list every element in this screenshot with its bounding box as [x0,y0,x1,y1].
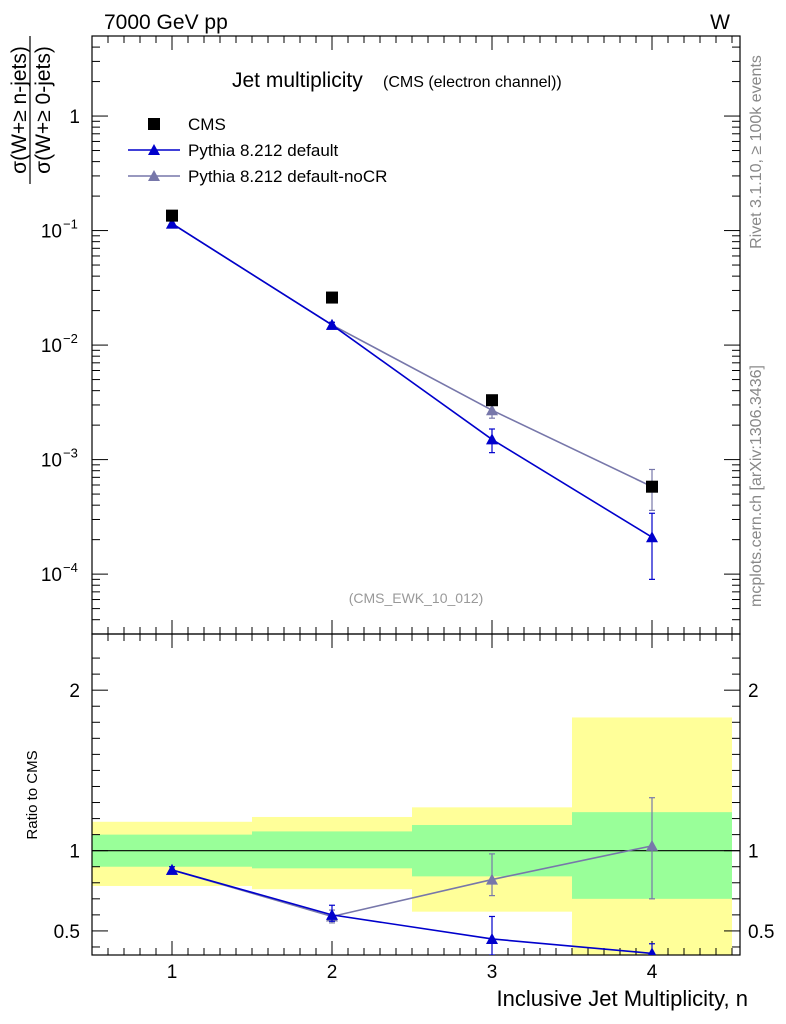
x-tick-label: 3 [487,962,498,983]
y-tick-label: 10 [41,336,62,357]
chart-title: Jet multiplicity [232,69,363,92]
data-point-default [326,318,338,330]
rivet-label: Rivet 3.1.10, ≥ 100k events [748,55,765,249]
ratio-plot-frame [91,633,741,956]
ratio-y-tick-label: 1 [69,842,80,863]
data-point-cms [326,291,338,304]
data-point-default [486,433,498,445]
y-axis-label-numerator: σ(W+≥ n-jets) [8,46,31,174]
y-tick-exponent: −2 [63,331,78,346]
legend-label: Pythia 8.212 default-noCR [188,167,387,186]
y-tick-label: 10 [41,451,62,472]
data-point-default [166,217,178,229]
ratio-point-default [166,863,178,875]
ratio-y-tick-label-right: 1 [748,842,759,863]
legend-label: CMS [188,115,226,134]
data-point-cms [646,480,658,493]
y-tick-label: 10 [41,222,62,243]
data-point-cms [166,209,178,222]
data-point-nocr [486,404,498,416]
legend: CMS Pythia 8.212 default Pythia 8.212 defa… [128,115,387,186]
x-axis-label: Inclusive Jet Multiplicity, n [497,986,748,1011]
y-tick-exponent: −3 [63,446,78,461]
ratio-series-group [166,797,658,955]
x-tick-label: 1 [167,962,178,983]
y-tick-exponent: −1 [63,217,78,232]
y-tick-label: 1 [69,107,80,128]
ratio-point-nocr [646,839,658,851]
analysis-watermark: (CMS_EWK_10_012) [349,590,484,606]
ratio-point-default [326,908,338,920]
x-tick-label: 2 [327,962,338,983]
ratio-y-tick-label: 0.5 [54,922,80,943]
ratio-point-nocr [486,873,498,885]
ratio-y-axis-label: Ratio to CMS [24,750,41,839]
series-line-default [171,222,653,538]
ratio-bands [92,717,740,955]
legend-marker [148,170,160,181]
series-layer [166,209,658,955]
header-process: W [710,11,730,34]
ratio-y-tick-label-right: 2 [748,681,759,702]
legend-marker [148,144,160,155]
y-axis-label-denominator: σ(W+≥ 0-jets) [32,46,55,174]
ratio-point-default [647,947,657,955]
ratio-band-green [252,831,412,869]
data-point-default [646,531,658,543]
ratio-point-default [486,932,498,944]
legend-marker-cms [148,118,160,130]
header-energy: 7000 GeV pp [104,11,228,34]
y-tick-exponent: −4 [63,560,78,575]
ratio-line-default [171,869,653,955]
legend-label: Pythia 8.212 default [188,141,339,160]
mcplots-label: mcplots.cern.ch [arXiv:1306.3436] [748,365,765,607]
series-line-nocr [171,222,653,488]
chart-subtitle: (CMS (electron channel)) [383,74,562,91]
x-tick-label: 4 [647,962,658,983]
text-layer: 7000 GeV pp W Rivet 3.1.10, ≥ 100k event… [8,11,765,1011]
ratio-y-tick-label-right: 0.5 [748,922,774,943]
ratio-y-tick-label: 2 [69,681,80,702]
data-point-cms [486,394,498,407]
y-tick-label: 10 [41,565,62,586]
